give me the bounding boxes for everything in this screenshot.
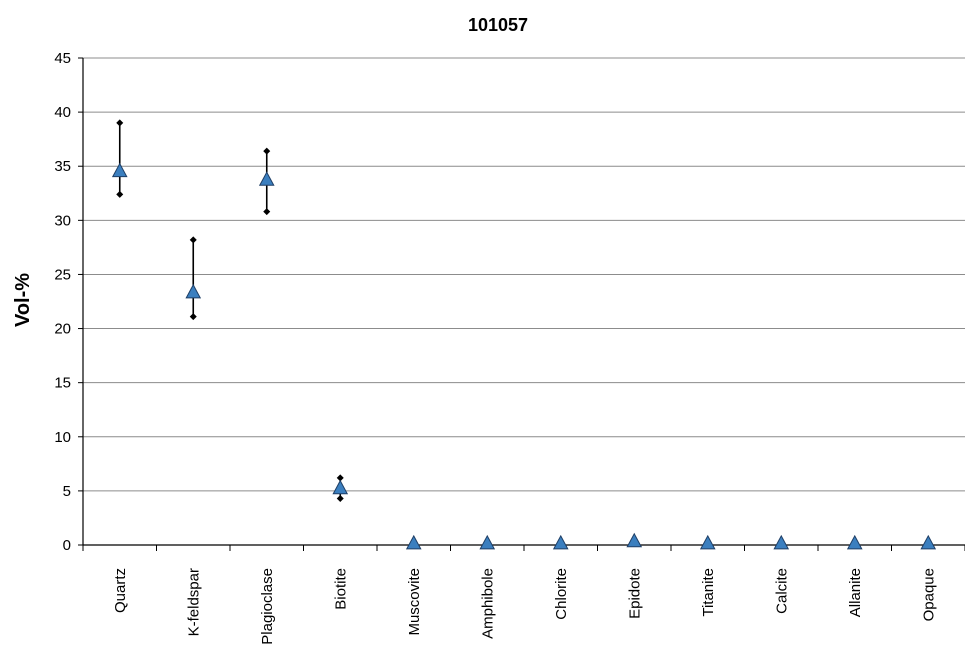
data-point [773,534,790,550]
y-axis-label: Vol-% [12,273,34,327]
y-tick-label: 10 [54,429,71,446]
y-tick-label: 25 [54,266,71,283]
x-tick-label: Biotite [332,568,349,610]
x-tick-label: K-feldspar [185,568,202,636]
x-tick-label: Quartz [112,568,129,613]
x-tick-label: Chlorite [553,568,570,620]
gridlines [83,57,965,492]
x-tick-label: Epidote [626,568,643,619]
y-tick-label: 0 [63,537,71,554]
x-tick-label: Titanite [700,568,717,617]
y-tick-label: 20 [54,321,71,338]
x-tick-label: Muscovite [406,568,423,636]
x-tick-label: Allanite [847,568,864,617]
x-tick-label: Plagioclase [259,568,276,645]
x-tick-label: Calcite [773,568,790,614]
y-tick-label: 30 [54,212,71,229]
x-tick-label: Amphibole [479,568,496,639]
data-point [258,171,275,186]
y-tick-label: 45 [54,50,71,67]
y-tick-label: 5 [63,483,71,500]
data-point [699,534,716,550]
data-point [479,534,496,550]
data-point [846,534,863,550]
data-point [626,532,643,548]
x-axis-ticks: Quartz K-feldspar Plagioclase Biotite Muscov… [82,545,965,645]
error-bars [116,119,344,502]
data-point [111,162,128,178]
y-tick-label: 15 [54,375,71,392]
data-point [185,283,202,299]
y-axis-ticks: 0 5 10 15 20 25 30 35 40 45 [54,50,83,554]
error-bar-cap [336,494,344,502]
data-point [405,534,422,550]
error-bar-cap [263,208,271,216]
error-bar-cap [189,313,197,321]
data-points [111,162,937,550]
data-point [920,534,937,550]
axes [82,58,965,546]
y-tick-label: 35 [54,158,71,175]
error-bar-cap [116,119,124,127]
error-bar-cap [336,474,344,482]
error-bar-cap [263,147,271,155]
chart-title: 101057 [468,15,528,35]
x-tick-label: Opaque [920,568,937,621]
error-bar-cap [116,190,124,198]
y-tick-label: 40 [54,104,71,121]
error-bar-cap [189,236,197,244]
data-point [332,479,349,495]
data-point [552,534,569,550]
